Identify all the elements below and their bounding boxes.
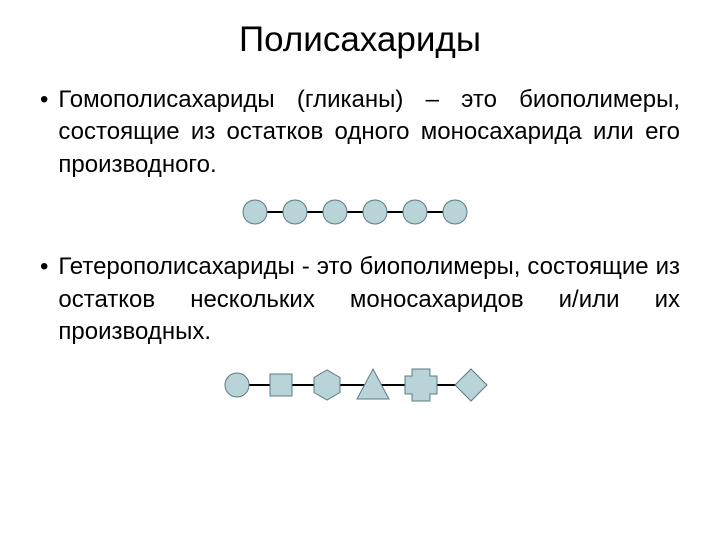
bullet-homo: • Гомополисахариды (гликаны) – это биопо… — [40, 84, 680, 181]
bullet-hetero: • Гетерополисахариды - это биополимеры, … — [40, 251, 680, 348]
bullet-hetero-text: Гетерополисахариды - это биополимеры, со… — [58, 251, 680, 348]
bullet-marker: • — [40, 84, 48, 181]
bullet-marker: • — [40, 251, 48, 348]
homopolysaccharide-chain-diagram — [235, 195, 485, 229]
bullet-homo-text: Гомополисахариды (гликаны) – это биополи… — [58, 84, 680, 181]
heteropolysaccharide-chain-diagram — [215, 362, 505, 408]
page-title: Полисахариды — [40, 20, 680, 60]
